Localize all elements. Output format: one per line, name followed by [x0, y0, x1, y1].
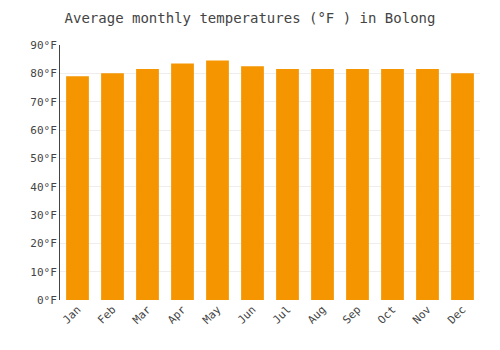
svg-text:Sep: Sep	[340, 303, 363, 326]
svg-text:20°F: 20°F	[30, 237, 57, 250]
svg-text:Feb: Feb	[95, 303, 118, 326]
svg-text:10°F: 10°F	[30, 266, 57, 279]
svg-text:50°F: 50°F	[30, 152, 57, 165]
svg-text:70°F: 70°F	[30, 96, 57, 109]
svg-text:Jul: Jul	[270, 303, 293, 326]
svg-text:80°F: 80°F	[30, 67, 57, 80]
svg-text:Oct: Oct	[375, 303, 398, 326]
svg-text:May: May	[200, 303, 224, 327]
svg-text:Mar: Mar	[130, 303, 154, 327]
svg-text:Apr: Apr	[165, 303, 189, 327]
svg-text:0°F: 0°F	[37, 294, 57, 307]
svg-text:60°F: 60°F	[30, 124, 57, 137]
svg-text:Average monthly temperatures (: Average monthly temperatures (°F ) in Bo…	[65, 10, 436, 26]
svg-text:Dec: Dec	[445, 303, 468, 326]
svg-text:90°F: 90°F	[30, 39, 57, 52]
svg-text:Jan: Jan	[60, 303, 83, 326]
svg-text:40°F: 40°F	[30, 181, 57, 194]
svg-text:Nov: Nov	[410, 303, 434, 327]
svg-text:30°F: 30°F	[30, 209, 57, 222]
svg-text:Aug: Aug	[305, 303, 328, 326]
svg-text:Jun: Jun	[235, 303, 258, 326]
